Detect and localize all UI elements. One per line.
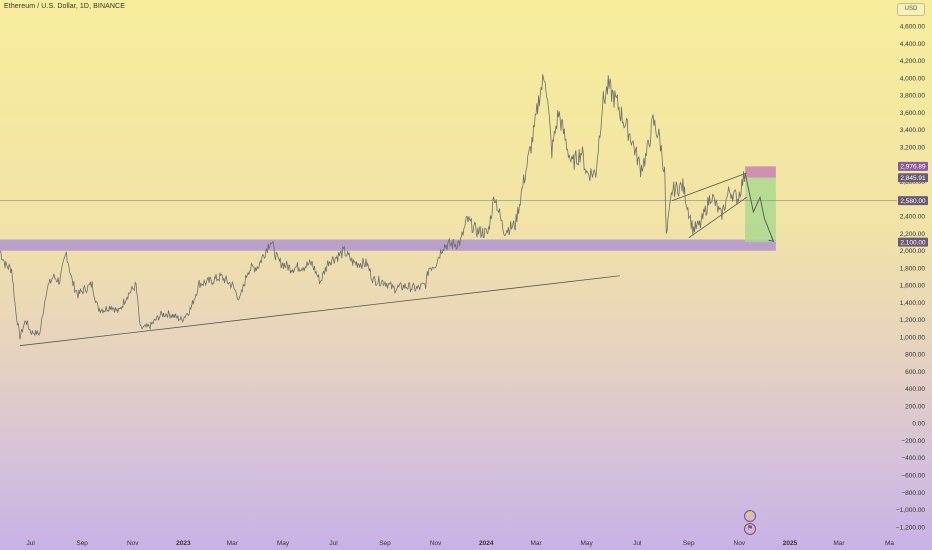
y-tick-label: −1,200.00 [896,524,925,531]
y-tick-label: −600.00 [901,473,925,480]
y-tick-label: 3,800.00 [900,93,926,100]
y-tick-label: 2,000.00 [900,248,926,255]
support-band [0,239,776,251]
y-tick-label: 4,200.00 [900,58,926,65]
price-tag [898,173,928,183]
projected-path-arrowhead [768,236,775,242]
y-tick-label: 600.00 [905,369,925,376]
event-flag-icon[interactable]: ⚑ [744,523,756,535]
drawings-layer [0,172,897,347]
y-tick-label: 800.00 [905,352,925,359]
y-tick-label: 2,400.00 [900,214,926,221]
y-tick-label: −800.00 [901,490,925,497]
y-tick-label: 400.00 [905,386,925,393]
currency-selector[interactable]: USD [897,3,925,16]
y-tick-label: 3,400.00 [900,127,926,134]
long-term-trendline [19,275,620,347]
x-tick-label: Ma [885,540,894,547]
y-tick-label: 1,800.00 [900,265,926,272]
x-tick-label: Jul [633,540,642,547]
price-tag [898,161,928,171]
x-tick-label: May [277,540,290,547]
x-tick-label: Mar [227,540,239,547]
x-tick-label: 2025 [783,540,798,547]
y-tick-label: 2,800.00 [900,179,926,186]
y-tick-label: 1,000.00 [900,334,926,341]
y-axis: 4,600.00 4,400.00 4,200.00 4,000.00 3,800.00… [896,24,925,532]
x-tick-label: Nov [127,540,139,547]
y-tick-label: 4,600.00 [900,24,926,31]
wedge-lower-line [688,196,748,239]
price-tag-label: 2,100.00 [900,239,926,246]
x-tick-label: Jul [329,540,338,547]
y-tick-label: 3,600.00 [900,110,926,117]
take-profit-zone [745,177,776,243]
x-tick-label: Sep [379,540,391,547]
price-tag-label: 2,976.89 [900,164,926,171]
projected-path [744,172,774,242]
y-tick-label: −400.00 [901,455,925,462]
price-layer [0,74,746,340]
price-tag [898,237,928,247]
y-tick-label: −1,000.00 [896,507,925,514]
y-tick-label: 200.00 [905,403,925,410]
x-tick-label: Sep [683,540,695,547]
price-tag-label: 2,580.00 [900,198,926,205]
wedge-upper-line [671,172,747,202]
x-tick-label: Sep [76,540,88,547]
y-tick-label: 1,600.00 [900,283,926,290]
x-tick-label: Nov [734,540,746,547]
zones-layer [0,166,776,251]
y-tick-label: 1,200.00 [900,317,926,324]
y-tick-label: 4,000.00 [900,75,926,82]
y-tick-label: 2,200.00 [900,231,926,238]
price-tag-label: 2,845.91 [900,175,926,182]
chart-title: Ethereum / U.S. Dollar, 1D, BINANCE [4,3,125,10]
y-tick-label: 4,400.00 [900,41,926,48]
x-tick-label: Mar [833,540,845,547]
price-series-line [0,74,746,340]
lightning-icon[interactable]: ⚡ [744,510,756,522]
x-tick-label: 2024 [479,540,494,547]
x-tick-label: Jul [27,540,36,547]
y-tick-label: 3,200.00 [900,144,926,151]
y-tick-label: −200.00 [901,438,925,445]
y-tick-label: 1,400.00 [900,300,926,307]
price-tags: 2,976.89 2,845.91 2,580.00 2,100.00 [898,161,928,247]
y-tick-label: 0.00 [912,421,925,428]
x-tick-label: 2023 [176,540,191,547]
x-axis: Jul Sep Nov 2023 Mar May Jul Sep Nov 2024 Mar May Ju… [27,540,895,547]
x-tick-label: Mar [530,540,542,547]
x-tick-label: Nov [430,540,442,547]
x-tick-label: May [581,540,594,547]
stop-loss-zone [745,166,776,178]
price-tag [898,196,928,206]
